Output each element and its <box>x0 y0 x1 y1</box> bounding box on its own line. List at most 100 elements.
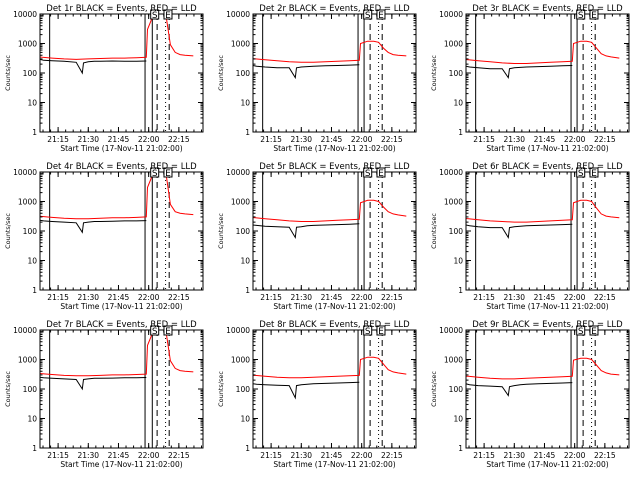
x-tick-label: 22:15 <box>168 293 190 302</box>
y-tick-label: 1000 <box>18 198 37 207</box>
y-tick-label: 10 <box>240 415 250 424</box>
x-tick-label: 22:00 <box>138 293 160 302</box>
marker-label-E: E <box>591 11 597 21</box>
x-tick-label: 22:00 <box>138 135 160 144</box>
chart-panel-5: 1 10 100 1000 10000 21:15 21:30 21:45 22:00 22:15… <box>217 162 417 311</box>
y-axis-label: Counts/sec <box>217 213 225 249</box>
y-tick-label: 10000 <box>439 10 463 19</box>
x-tick-label: 21:15 <box>47 451 69 460</box>
y-tick-label: 100 <box>236 385 251 394</box>
y-tick-label: 1000 <box>444 356 463 365</box>
marker-box <box>576 9 586 20</box>
x-tick-label: 21:15 <box>473 451 495 460</box>
y-axis-label: Counts/sec <box>4 371 12 407</box>
y-tick-label: 100 <box>23 227 38 236</box>
x-tick-label: 22:00 <box>564 293 586 302</box>
chart-title: Det 3r BLACK = Events, RED = LLD <box>472 4 623 14</box>
y-tick-label: 10000 <box>226 168 250 177</box>
marker-box <box>163 9 173 20</box>
chart-title: Det 1r BLACK = Events, RED = LLD <box>46 4 197 14</box>
x-tick-label: 21:30 <box>503 135 525 144</box>
x-tick-label: 22:00 <box>564 135 586 144</box>
y-tick-label: 10000 <box>226 10 250 19</box>
x-tick-label: 21:15 <box>47 293 69 302</box>
x-tick-label: 22:15 <box>381 451 403 460</box>
x-tick-label: 22:00 <box>351 135 373 144</box>
chart-title: Det 2r BLACK = Events, RED = LLD <box>259 4 410 14</box>
x-axis-label: Start Time (17-Nov-11 21:02:00) <box>486 460 608 469</box>
x-tick-label: 22:15 <box>168 135 190 144</box>
marker-label-E: E <box>591 169 597 179</box>
marker-label-S: S <box>152 169 158 179</box>
y-tick-label: 10000 <box>226 326 250 335</box>
marker-label-S: S <box>365 327 371 337</box>
y-tick-label: 1000 <box>18 40 37 49</box>
marker-label-E: E <box>378 327 384 337</box>
y-tick-label: 100 <box>449 69 464 78</box>
marker-box <box>363 325 373 336</box>
x-tick-label: 21:45 <box>534 135 556 144</box>
x-tick-label: 22:15 <box>381 293 403 302</box>
lld-series-line <box>40 14 194 60</box>
lld-series-line <box>253 356 407 379</box>
x-axis-label: Start Time (17-Nov-11 21:02:00) <box>60 460 182 469</box>
y-tick-label: 1000 <box>444 40 463 49</box>
y-axis-label: Counts/sec <box>217 371 225 407</box>
lld-series-line <box>40 330 194 377</box>
chart-title: Det 4r BLACK = Events, RED = LLD <box>46 162 197 172</box>
events-series-line <box>466 65 573 79</box>
y-tick-label: 1000 <box>231 40 250 49</box>
events-series-line <box>253 381 360 400</box>
marker-box <box>163 167 173 178</box>
x-tick-label: 21:15 <box>473 135 495 144</box>
y-tick-label: 1000 <box>231 356 250 365</box>
y-tick-label: 1 <box>32 286 37 295</box>
marker-label-S: S <box>365 11 371 21</box>
x-tick-label: 21:30 <box>77 293 99 302</box>
x-tick-label: 21:45 <box>534 293 556 302</box>
lld-series-line <box>253 199 407 222</box>
x-tick-label: 21:45 <box>108 135 130 144</box>
chart-title: Det 7r BLACK = Events, RED = LLD <box>46 320 197 330</box>
x-tick-label: 22:00 <box>138 451 160 460</box>
events-series-line <box>253 223 360 240</box>
x-tick-label: 21:30 <box>77 451 99 460</box>
y-tick-label: 10 <box>453 415 463 424</box>
x-tick-label: 21:30 <box>503 293 525 302</box>
x-tick-label: 21:45 <box>534 451 556 460</box>
marker-box <box>576 167 586 178</box>
y-tick-label: 1000 <box>444 198 463 207</box>
x-tick-label: 22:15 <box>594 135 616 144</box>
x-axis-label: Start Time (17-Nov-11 21:02:00) <box>273 302 395 311</box>
marker-box <box>363 167 373 178</box>
x-tick-label: 21:15 <box>473 293 495 302</box>
y-tick-label: 1 <box>458 286 463 295</box>
lld-series-line <box>466 357 620 380</box>
y-axis-label: Counts/sec <box>430 213 438 249</box>
marker-box <box>150 325 160 336</box>
marker-label-E: E <box>165 169 171 179</box>
marker-label-E: E <box>165 11 171 21</box>
x-tick-label: 22:00 <box>564 451 586 460</box>
marker-box <box>150 9 160 20</box>
x-axis-label: Start Time (17-Nov-11 21:02:00) <box>486 302 608 311</box>
lld-series-line <box>253 40 407 63</box>
marker-box <box>589 325 599 336</box>
x-tick-label: 21:30 <box>503 451 525 460</box>
y-axis-label: Counts/sec <box>4 213 12 249</box>
y-tick-label: 1000 <box>18 356 37 365</box>
x-tick-label: 21:15 <box>260 135 282 144</box>
x-tick-label: 21:15 <box>260 293 282 302</box>
x-axis-label: Start Time (17-Nov-11 21:02:00) <box>60 144 182 153</box>
chart-panel-1: 1 10 100 1000 10000 21:15 21:30 21:45 22:00 22:15… <box>4 4 204 153</box>
x-tick-label: 21:30 <box>290 135 312 144</box>
x-tick-label: 21:45 <box>108 451 130 460</box>
marker-label-S: S <box>365 169 371 179</box>
y-axis-label: Counts/sec <box>217 55 225 91</box>
events-series-line <box>466 223 573 239</box>
chart-title: Det 6r BLACK = Events, RED = LLD <box>472 162 623 172</box>
y-tick-label: 10000 <box>13 168 37 177</box>
x-tick-label: 21:45 <box>321 293 343 302</box>
y-tick-label: 10 <box>27 415 37 424</box>
